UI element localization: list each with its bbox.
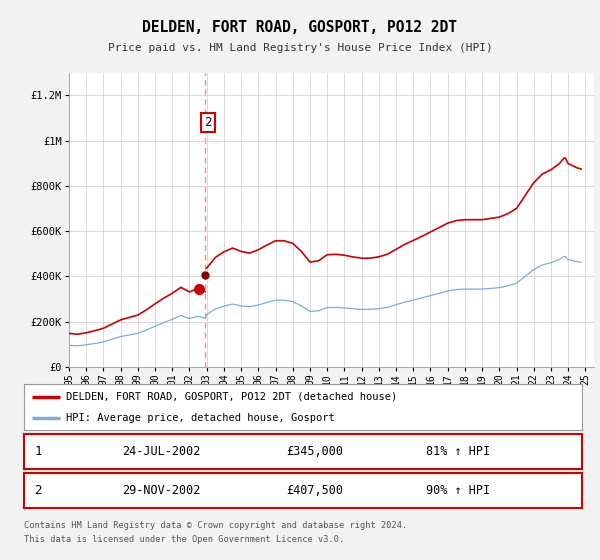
Text: 29-NOV-2002: 29-NOV-2002	[122, 484, 200, 497]
Text: £345,000: £345,000	[286, 445, 343, 458]
Text: 90% ↑ HPI: 90% ↑ HPI	[426, 484, 490, 497]
Text: 1: 1	[34, 445, 42, 458]
Text: 2: 2	[34, 484, 42, 497]
Text: 2: 2	[204, 116, 212, 129]
Text: £407,500: £407,500	[286, 484, 343, 497]
Text: HPI: Average price, detached house, Gosport: HPI: Average price, detached house, Gosp…	[66, 413, 335, 423]
Text: DELDEN, FORT ROAD, GOSPORT, PO12 2DT: DELDEN, FORT ROAD, GOSPORT, PO12 2DT	[143, 20, 458, 35]
Text: DELDEN, FORT ROAD, GOSPORT, PO12 2DT (detached house): DELDEN, FORT ROAD, GOSPORT, PO12 2DT (de…	[66, 391, 397, 402]
Text: 24-JUL-2002: 24-JUL-2002	[122, 445, 200, 458]
Text: 81% ↑ HPI: 81% ↑ HPI	[426, 445, 490, 458]
Text: Price paid vs. HM Land Registry's House Price Index (HPI): Price paid vs. HM Land Registry's House …	[107, 43, 493, 53]
Text: Contains HM Land Registry data © Crown copyright and database right 2024.: Contains HM Land Registry data © Crown c…	[24, 521, 407, 530]
Text: This data is licensed under the Open Government Licence v3.0.: This data is licensed under the Open Gov…	[24, 534, 344, 544]
